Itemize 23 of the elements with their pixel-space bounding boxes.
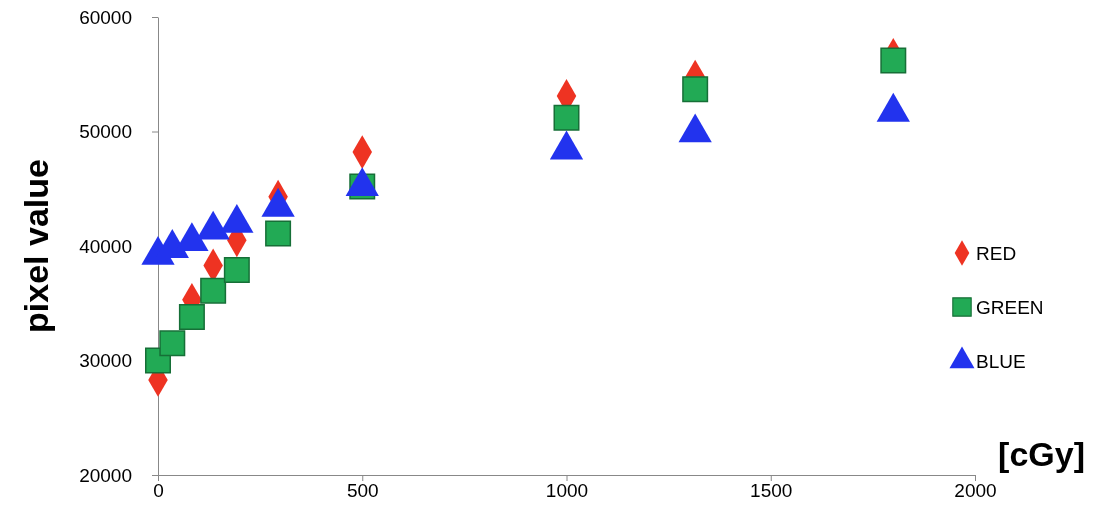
x-axis-title: [cGy] [998, 435, 1085, 473]
point [682, 76, 709, 103]
x-tick-label: 1000 [545, 480, 589, 502]
point [880, 47, 907, 74]
point [223, 257, 250, 284]
legend-label: BLUE [976, 351, 1026, 372]
legend-label: GREEN [976, 297, 1044, 318]
point [159, 330, 186, 357]
y-tick-label: 50000 [79, 121, 132, 143]
point [178, 303, 205, 330]
y-tick-label: 40000 [79, 235, 132, 257]
x-tick-label: 500 [346, 480, 379, 502]
y-tick-label: 60000 [79, 6, 132, 28]
point [265, 220, 292, 247]
y-tick-label: 30000 [79, 350, 132, 372]
legend-label: RED [976, 243, 1017, 264]
point [200, 277, 227, 304]
x-tick-label: 0 [153, 480, 164, 502]
y-axis-title: pixel value [17, 159, 55, 333]
y-tick-label: 20000 [79, 464, 132, 486]
x-tick-label: 2000 [954, 480, 997, 502]
x-tick-label: 1500 [750, 480, 793, 502]
point [553, 104, 580, 131]
